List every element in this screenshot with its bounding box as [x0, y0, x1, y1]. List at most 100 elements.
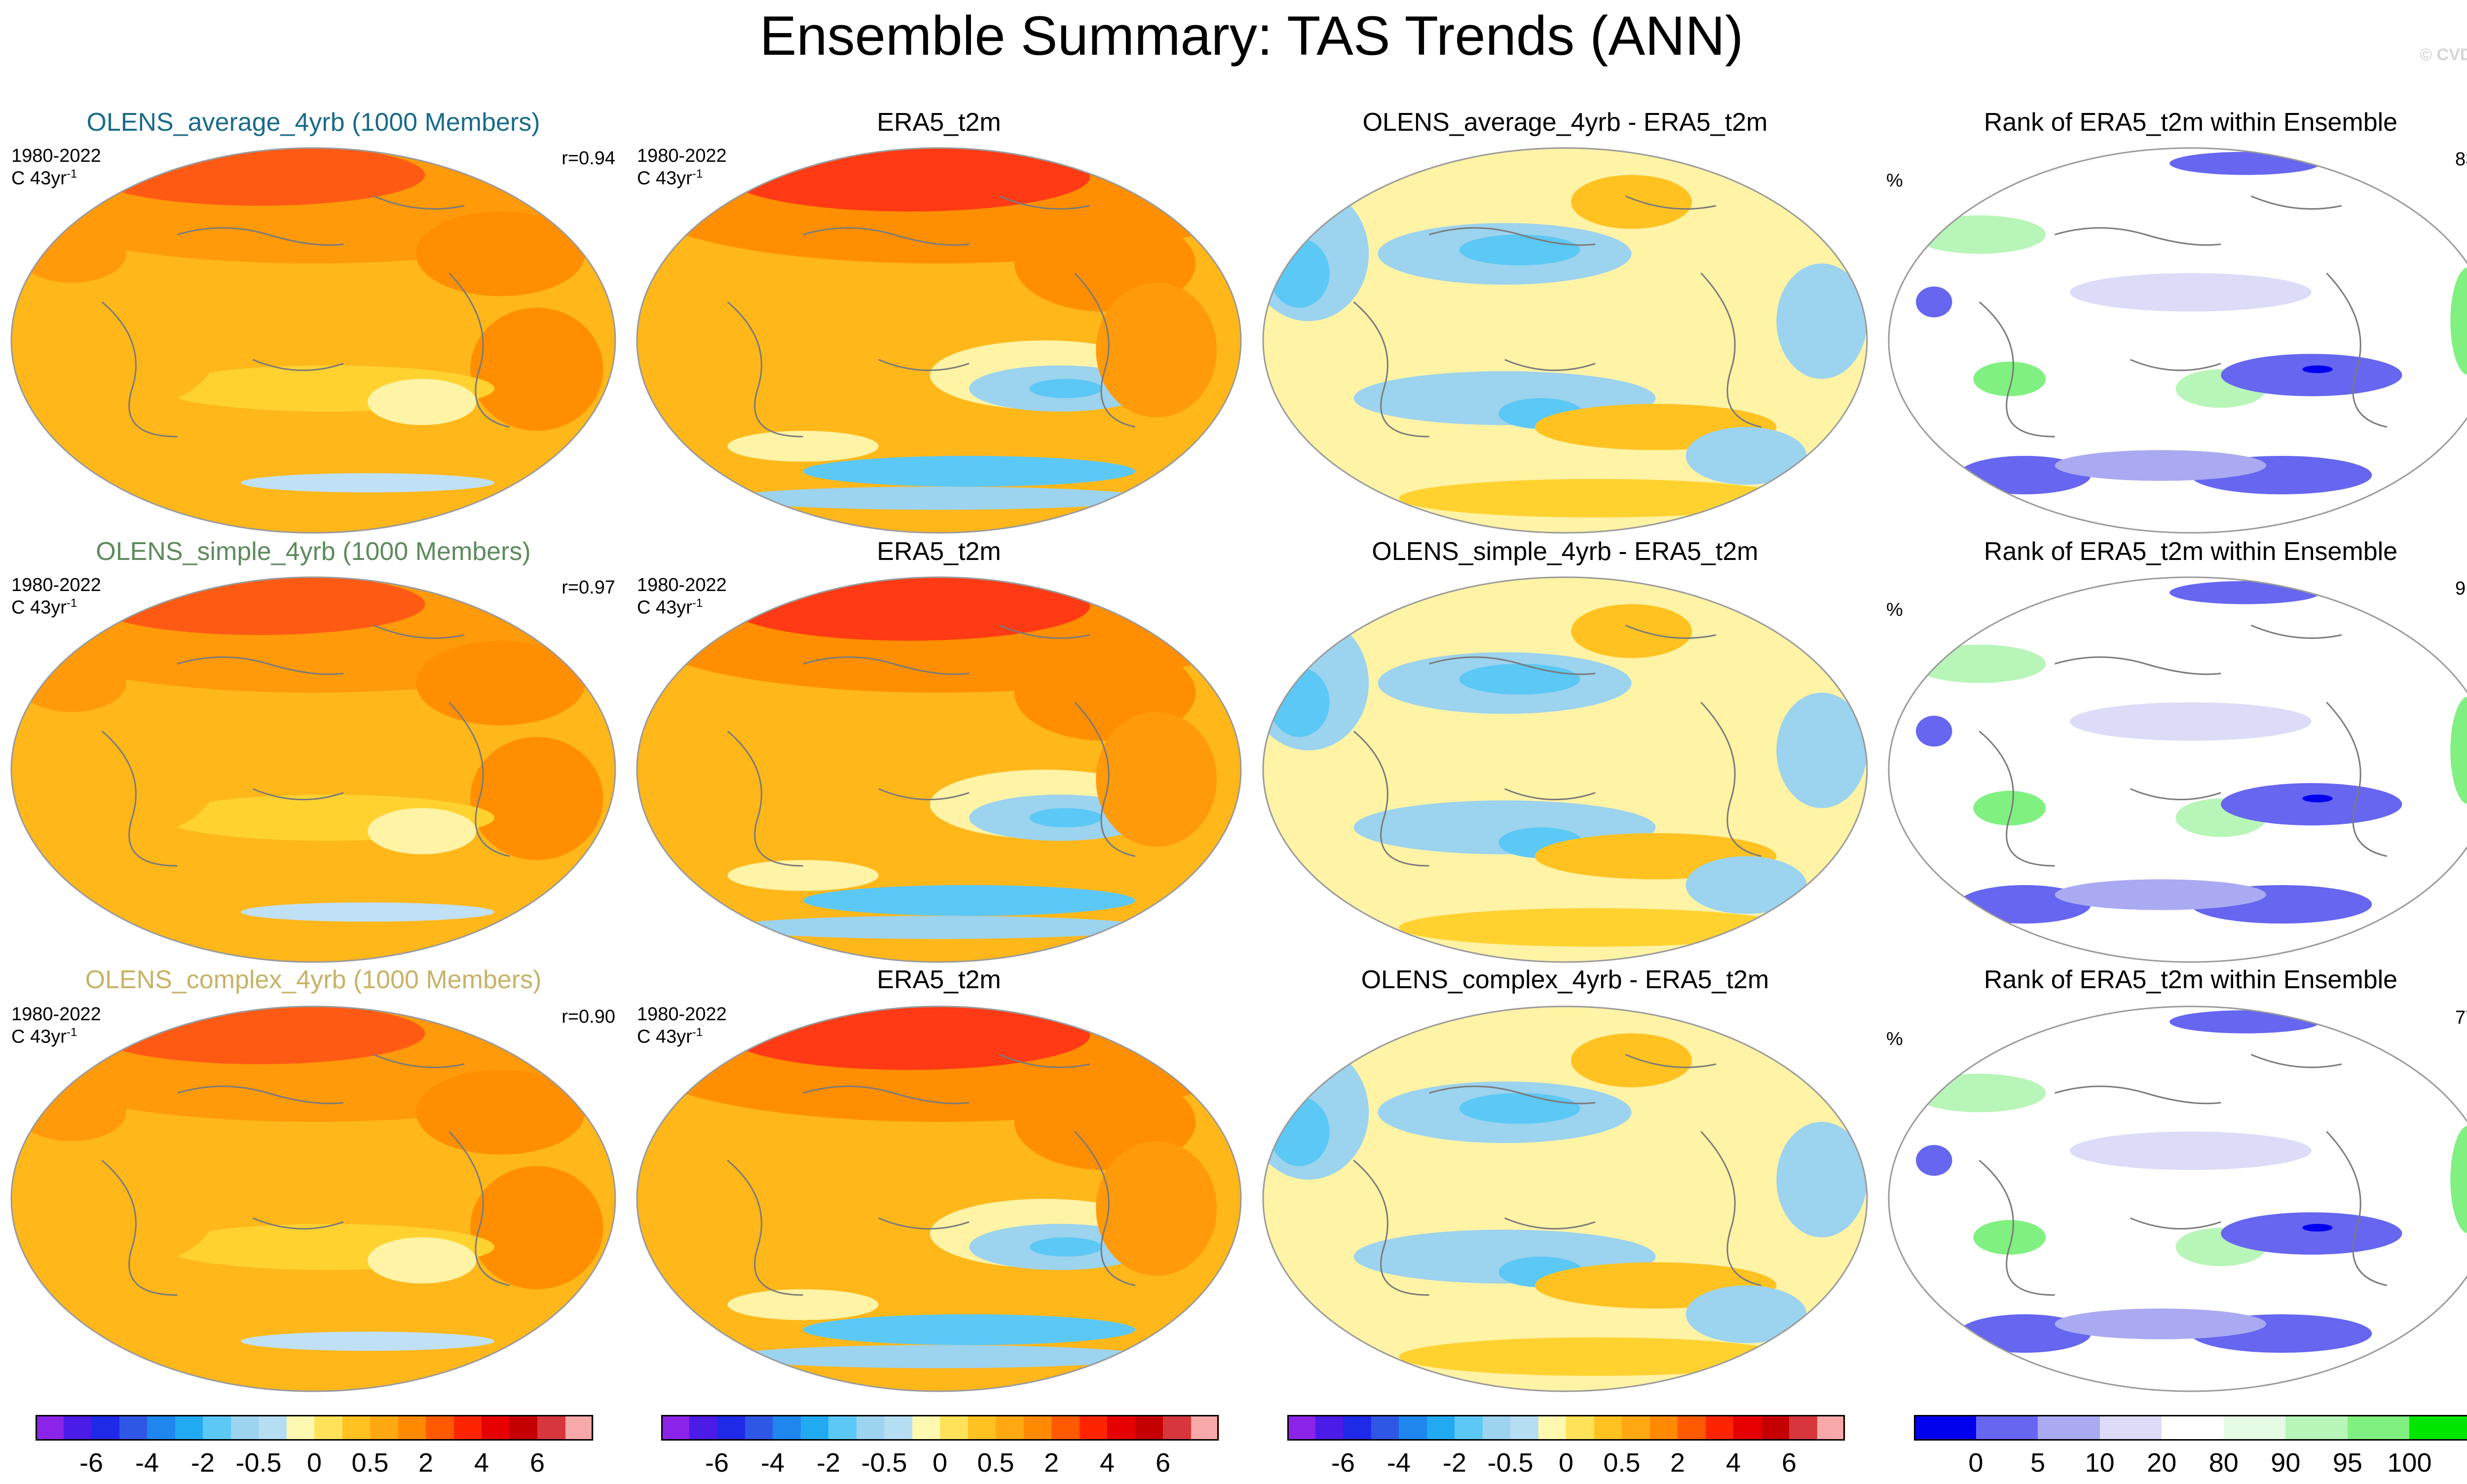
- units-text: C 43yr-1: [637, 596, 703, 618]
- colorbar-swatch: [119, 1415, 148, 1441]
- colorbar-label: -6: [705, 1448, 729, 1478]
- panel-title: OLENS_average_4yrb (1000 Members): [86, 108, 540, 137]
- colorbar-swatch: [996, 1415, 1024, 1441]
- map-outline: [1262, 147, 1868, 534]
- colorbar-swatch: [1482, 1415, 1511, 1441]
- colorbar-label: -4: [760, 1448, 785, 1478]
- period-label: 1980-2022 C 43yr-1: [637, 146, 727, 189]
- coastline: [2130, 359, 2221, 371]
- colorbar-label: 20: [2147, 1448, 2177, 1478]
- colorbar-label: 0: [932, 1448, 948, 1478]
- field-region: [470, 737, 603, 860]
- coastline: [1353, 1159, 1429, 1296]
- field-region: [2302, 365, 2333, 373]
- rank-percent: 83%: [2455, 149, 2467, 170]
- colorbar-swatch: [482, 1415, 510, 1441]
- coastline: [1700, 702, 1762, 857]
- field-region: [2302, 1224, 2333, 1232]
- map-outline: [1888, 1005, 2467, 1392]
- colorbar-label: -4: [1386, 1448, 1411, 1478]
- colorbar-swatch: [36, 1415, 64, 1441]
- colorbar-frame: [36, 1415, 593, 1441]
- colorbar-label: -0.5: [861, 1448, 907, 1478]
- colorbar-swatch: [2038, 1415, 2100, 1441]
- colorbar-swatch: [1566, 1415, 1595, 1441]
- coastline: [1504, 1217, 1596, 1230]
- map-outline: [636, 147, 1242, 534]
- field-region: [2070, 273, 2312, 312]
- colorbar-swatch: [259, 1415, 287, 1441]
- coastline: [449, 702, 510, 857]
- colorbar-label: 4: [1099, 1448, 1115, 1478]
- field-region: [1459, 1093, 1580, 1124]
- colorbar-label: 6: [529, 1448, 545, 1478]
- map-panel: [1262, 147, 1868, 534]
- colorbar-swatch: [1594, 1415, 1622, 1441]
- panel-title: OLENS_simple_4yrb - ERA5_t2m: [1372, 537, 1758, 566]
- colorbar-swatch: [1426, 1415, 1455, 1441]
- period-text: 1980-2022: [11, 1004, 101, 1025]
- coastline: [101, 730, 178, 867]
- field-region: [1776, 693, 1867, 808]
- colorbar-swatch: [940, 1415, 969, 1441]
- panel-title: ERA5_t2m: [877, 965, 1001, 994]
- colorbar-frame: [1914, 1415, 2467, 1441]
- colorbar-swatch: [1976, 1415, 2039, 1441]
- field-region: [2221, 783, 2402, 826]
- coastline: [803, 1085, 970, 1105]
- field-region: [1399, 1337, 1792, 1376]
- field-region: [17, 654, 126, 712]
- colorbar-swatch: [856, 1415, 885, 1441]
- colorbar-swatch: [1135, 1415, 1163, 1441]
- field-region: [17, 225, 126, 283]
- coastline: [1700, 272, 1762, 428]
- colorbar-swatch: [175, 1415, 203, 1441]
- panel-title: Rank of ERA5_t2m within Ensemble: [1983, 108, 2398, 137]
- coastline: [1353, 301, 1429, 438]
- coastline: [373, 1054, 465, 1068]
- coastline: [2326, 702, 2388, 857]
- coastline: [1429, 227, 1596, 246]
- field-region: [35, 1150, 217, 1266]
- field-region: [2221, 1212, 2402, 1255]
- field-region: [2302, 794, 2333, 803]
- colorbar-frame: [661, 1415, 1219, 1441]
- field-region: [727, 1289, 879, 1320]
- trend-colorbar: -6 -4 -2 -0.5 0 0.5 2 4 6: [1287, 1415, 1845, 1484]
- colorbar-swatch: [773, 1415, 801, 1441]
- coastline: [727, 1159, 803, 1296]
- units-text: C 43yr-1: [11, 167, 77, 189]
- units-text: C 43yr-1: [11, 596, 77, 618]
- trend-colorbar: -6 -4 -2 -0.5 0 0.5 2 4 6: [661, 1415, 1219, 1484]
- units-text: C 43yr-1: [11, 1025, 77, 1047]
- colorbar-swatch: [1678, 1415, 1706, 1441]
- coastline: [878, 1217, 970, 1230]
- pattern-correlation: r=0.90: [561, 1006, 615, 1027]
- colorbar-label: 100: [2387, 1448, 2432, 1478]
- field-region: [2450, 267, 2467, 375]
- colorbar-swatch: [1649, 1415, 1678, 1441]
- colorbar-label: -2: [1442, 1448, 1467, 1478]
- colorbar-swatch: [2162, 1415, 2224, 1441]
- pattern-correlation: r=0.94: [561, 148, 615, 169]
- field-region: [1096, 1141, 1217, 1276]
- units-label: %: [1886, 599, 1903, 620]
- colorbar-swatch: [800, 1415, 829, 1441]
- field-region: [2450, 1125, 2467, 1234]
- colorbar-label: 2: [418, 1448, 434, 1478]
- colorbar-label: 95: [2332, 1448, 2362, 1478]
- colorbar-label: -2: [816, 1448, 841, 1478]
- field-region: [727, 860, 879, 891]
- coastline: [2250, 195, 2342, 210]
- coastline: [2055, 1085, 2221, 1105]
- coastline: [2130, 1217, 2221, 1230]
- field-region: [1916, 1145, 1952, 1176]
- coastline: [253, 788, 344, 801]
- colorbar-swatch: [745, 1415, 773, 1441]
- field-region: [1973, 1220, 2046, 1255]
- colorbar-swatch: [1455, 1415, 1483, 1441]
- coastline: [449, 272, 510, 428]
- coastline: [253, 1217, 344, 1230]
- field-region: [368, 1237, 477, 1284]
- map-panel: [10, 1005, 616, 1392]
